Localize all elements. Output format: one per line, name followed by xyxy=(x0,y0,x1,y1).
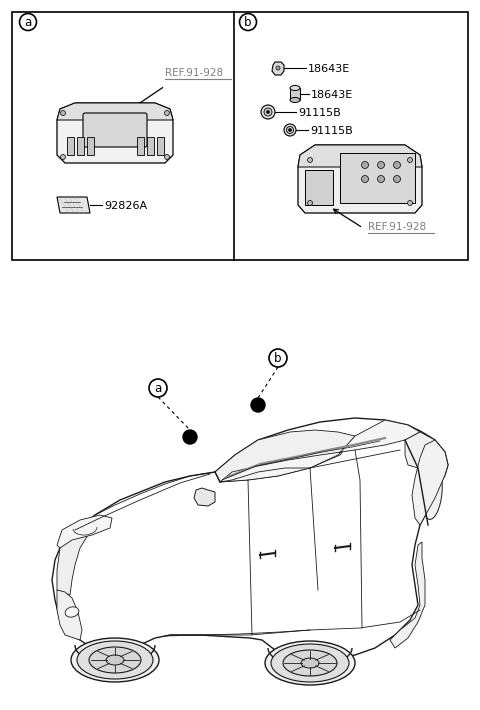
Polygon shape xyxy=(390,542,425,648)
Circle shape xyxy=(308,158,312,163)
Polygon shape xyxy=(215,430,355,482)
Circle shape xyxy=(361,175,369,182)
Circle shape xyxy=(165,111,169,116)
Ellipse shape xyxy=(271,644,349,682)
Bar xyxy=(77,137,84,155)
Circle shape xyxy=(60,111,65,116)
Text: 91115B: 91115B xyxy=(310,126,353,136)
Polygon shape xyxy=(194,488,215,506)
Text: 18643E: 18643E xyxy=(311,90,353,100)
Polygon shape xyxy=(57,103,173,163)
Bar xyxy=(87,137,94,155)
Text: 18643E: 18643E xyxy=(308,64,350,74)
Circle shape xyxy=(408,200,412,205)
Ellipse shape xyxy=(290,85,300,90)
Ellipse shape xyxy=(77,641,153,679)
Circle shape xyxy=(240,13,256,31)
Text: a: a xyxy=(24,16,32,28)
Circle shape xyxy=(394,175,400,182)
Polygon shape xyxy=(298,145,422,213)
Ellipse shape xyxy=(65,607,79,617)
Polygon shape xyxy=(405,432,438,468)
FancyBboxPatch shape xyxy=(83,113,147,147)
Circle shape xyxy=(287,126,293,133)
Circle shape xyxy=(261,105,275,119)
Circle shape xyxy=(183,430,197,444)
Ellipse shape xyxy=(106,655,124,665)
Text: b: b xyxy=(274,351,282,364)
Circle shape xyxy=(165,155,169,160)
Bar xyxy=(12,12,468,260)
Ellipse shape xyxy=(283,650,337,676)
Circle shape xyxy=(288,129,291,131)
Circle shape xyxy=(149,379,167,397)
Circle shape xyxy=(361,161,369,168)
Polygon shape xyxy=(298,145,422,167)
Ellipse shape xyxy=(71,638,159,682)
Circle shape xyxy=(284,124,296,136)
Circle shape xyxy=(20,13,36,31)
Polygon shape xyxy=(57,590,82,640)
Text: REF.91-928: REF.91-928 xyxy=(368,222,426,232)
Bar xyxy=(305,170,333,205)
Text: a: a xyxy=(155,381,162,395)
Circle shape xyxy=(394,161,400,168)
Text: REF.91-928: REF.91-928 xyxy=(165,68,223,78)
Ellipse shape xyxy=(290,97,300,102)
Polygon shape xyxy=(57,520,95,595)
Polygon shape xyxy=(220,420,420,482)
Bar xyxy=(340,153,415,203)
Circle shape xyxy=(269,349,287,367)
Circle shape xyxy=(408,158,412,163)
Circle shape xyxy=(276,66,280,70)
Bar xyxy=(67,137,74,155)
Polygon shape xyxy=(57,515,112,548)
Text: 91115B: 91115B xyxy=(298,108,341,118)
Ellipse shape xyxy=(89,647,141,673)
Circle shape xyxy=(308,200,312,205)
Ellipse shape xyxy=(301,658,319,668)
Text: b: b xyxy=(244,16,252,28)
Circle shape xyxy=(251,398,265,412)
Circle shape xyxy=(60,155,65,160)
Polygon shape xyxy=(52,418,448,660)
Bar xyxy=(157,137,164,155)
Circle shape xyxy=(266,111,269,114)
Circle shape xyxy=(377,175,384,182)
Ellipse shape xyxy=(265,641,355,685)
Polygon shape xyxy=(290,88,300,100)
Bar xyxy=(147,137,154,155)
Ellipse shape xyxy=(422,464,442,520)
Bar xyxy=(137,137,144,155)
Polygon shape xyxy=(57,103,173,120)
Polygon shape xyxy=(412,440,448,525)
Polygon shape xyxy=(57,197,90,213)
Polygon shape xyxy=(272,62,284,75)
Circle shape xyxy=(377,161,384,168)
Circle shape xyxy=(264,108,272,116)
Text: 92826A: 92826A xyxy=(104,201,147,211)
